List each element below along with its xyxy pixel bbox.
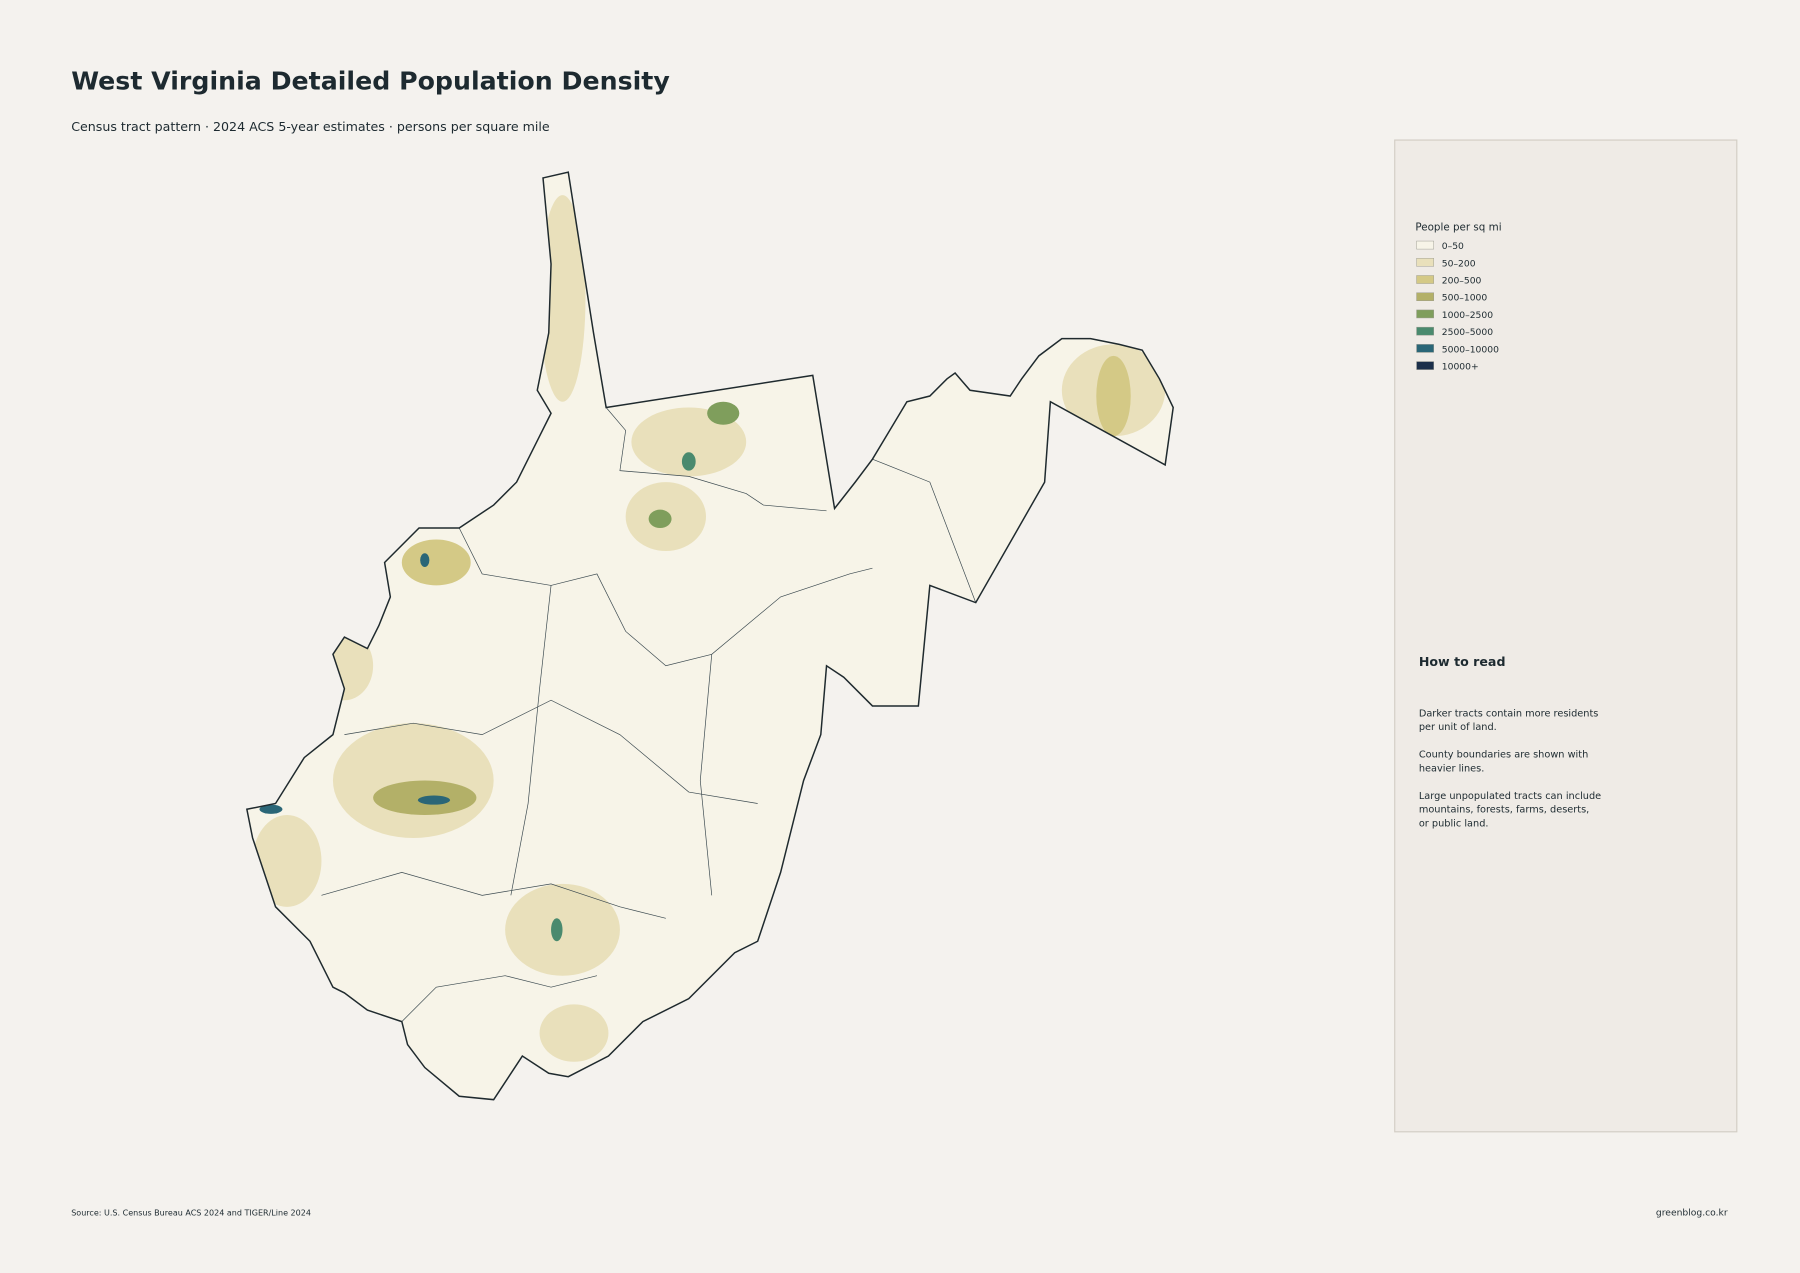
source: Source: U.S. Census Bureau ACS 2024 and … xyxy=(71,1209,311,1218)
map xyxy=(246,171,1174,1101)
legend-items: 0–50 50–200 200–500 500–1000 1000–2500 2500–5… xyxy=(1416,240,1499,373)
legend-label: 50–200 xyxy=(1442,258,1476,269)
density-patch xyxy=(259,804,283,814)
legend-panel xyxy=(1394,139,1738,1133)
legend-label: 2500–5000 xyxy=(1442,327,1493,338)
legend-label: 0–50 xyxy=(1442,241,1464,252)
legend-label: 10000+ xyxy=(1442,362,1479,373)
county-line xyxy=(401,975,598,1022)
note-line: heavier lines. xyxy=(1419,763,1485,774)
subtitle: Census tract pattern · 2024 ACS 5-year e… xyxy=(71,119,550,134)
credit: greenblog.co.kr xyxy=(1656,1208,1728,1219)
county-line xyxy=(458,527,873,667)
density-patch xyxy=(707,401,740,425)
note-line: or public land. xyxy=(1419,818,1489,829)
density-patch xyxy=(401,539,471,586)
density-patch xyxy=(631,407,747,477)
density-patch xyxy=(332,723,494,838)
note-line: mountains, forests, farms, deserts, xyxy=(1419,805,1589,816)
legend-label: 500–1000 xyxy=(1442,293,1488,304)
note-line: Large unpopulated tracts can include xyxy=(1419,791,1601,802)
county-line xyxy=(699,654,713,896)
density-patch xyxy=(539,195,586,402)
legend-title: People per sq mi xyxy=(1415,222,1501,234)
county-line xyxy=(510,585,552,896)
county-line xyxy=(321,872,666,919)
density-patch xyxy=(539,1004,609,1062)
county-line xyxy=(605,407,827,512)
notes: Darker tracts contain more residents per … xyxy=(1419,708,1601,829)
density-patch xyxy=(420,553,430,568)
density-patch xyxy=(252,814,322,907)
legend-swatch xyxy=(1416,326,1434,336)
legend-swatch xyxy=(1416,309,1434,319)
county-lines xyxy=(321,407,977,1022)
note-line: per unit of land. xyxy=(1419,722,1497,733)
density-patch xyxy=(681,452,696,471)
density-patches xyxy=(252,195,1166,1062)
legend-swatch xyxy=(1416,292,1434,301)
legend-label: 1000–2500 xyxy=(1442,310,1493,321)
legend-swatch xyxy=(1416,258,1434,267)
notes-heading: How to read xyxy=(1419,654,1506,669)
legend-label: 5000–10000 xyxy=(1442,344,1499,355)
county-line xyxy=(872,458,977,603)
legend-label: 200–500 xyxy=(1442,276,1482,287)
legend-swatch xyxy=(1416,361,1434,370)
legend-swatch xyxy=(1416,240,1434,250)
title: West Virginia Detailed Population Densit… xyxy=(71,67,670,96)
density-patch xyxy=(648,509,672,529)
density-patch xyxy=(417,795,451,805)
note-line: County boundaries are shown with xyxy=(1419,750,1588,761)
note-line: Darker tracts contain more residents xyxy=(1419,708,1599,719)
density-patch xyxy=(1096,355,1131,437)
legend-swatch xyxy=(1416,275,1434,284)
legend-swatch xyxy=(1416,344,1434,353)
density-patch xyxy=(551,918,563,942)
county-line xyxy=(344,699,758,804)
